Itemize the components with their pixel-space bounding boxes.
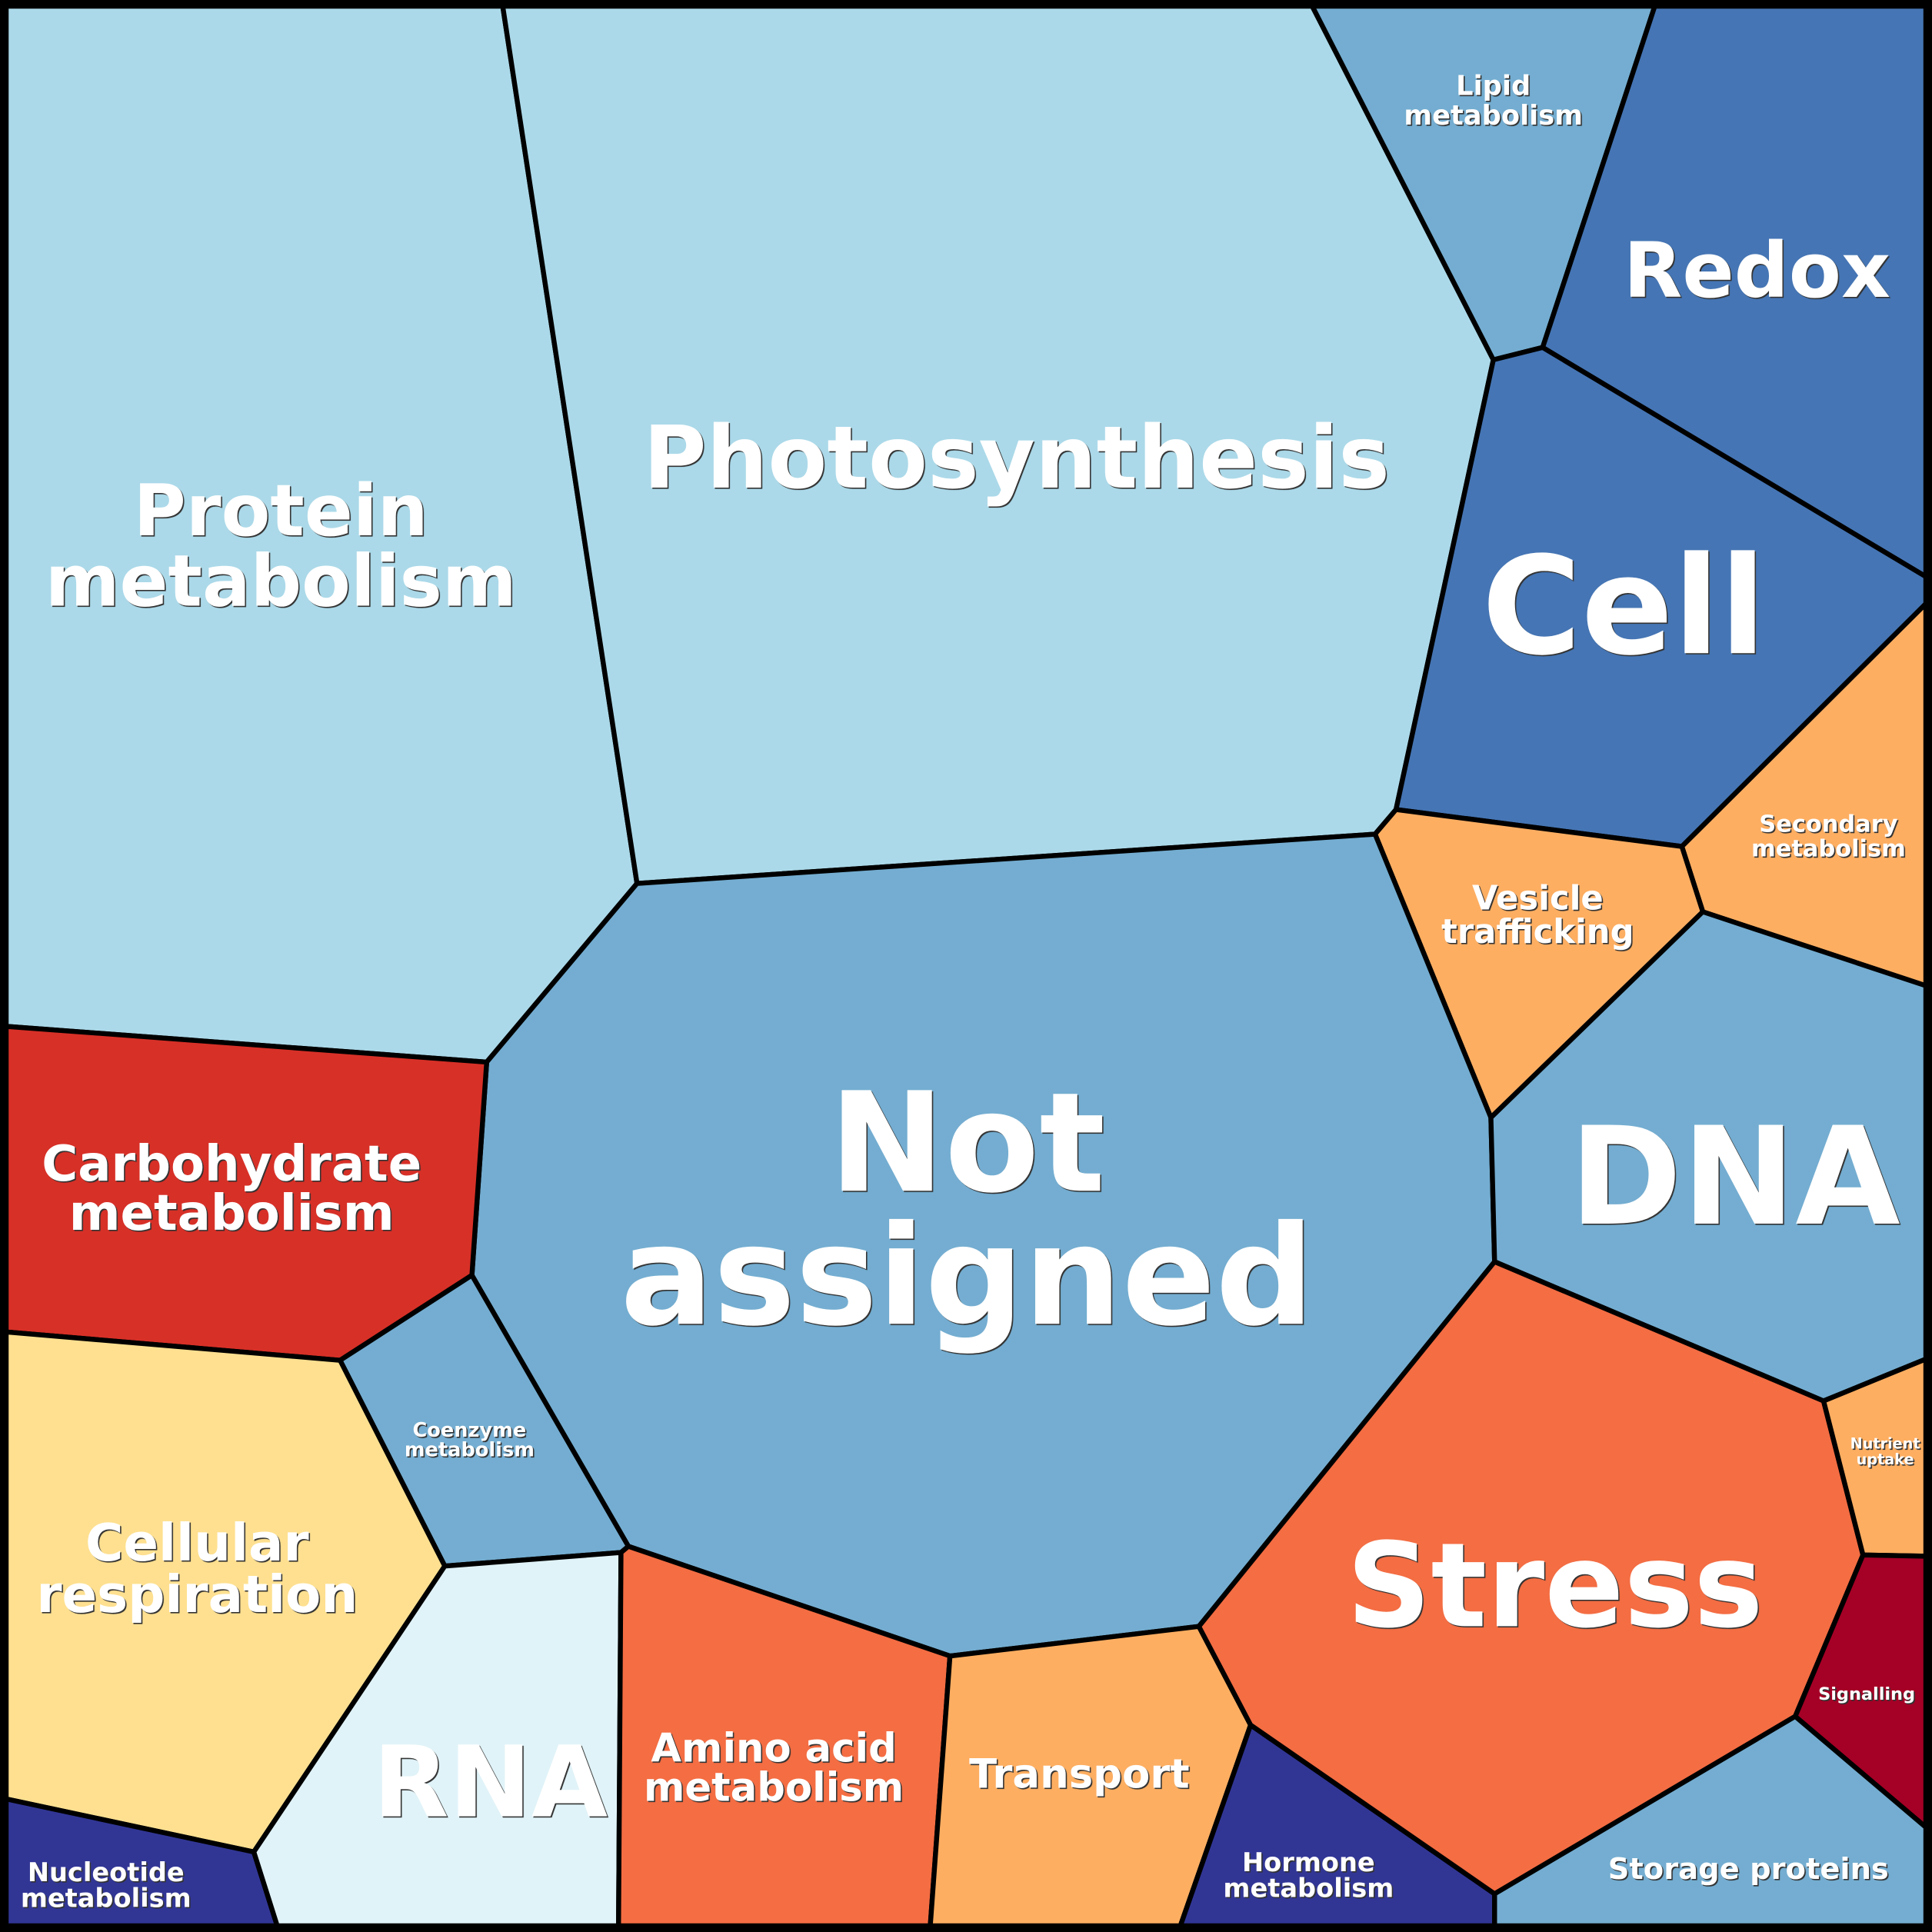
label-photosynthesis: Photosynthesis xyxy=(643,408,1390,508)
label-transport: Transport xyxy=(969,1750,1190,1797)
label-cellular-respiration: respiration xyxy=(36,1564,358,1624)
label-stress: Stress xyxy=(1347,1517,1764,1654)
label-redox: Redox xyxy=(1624,227,1890,315)
label-amino-acid-metabolism: metabolism xyxy=(644,1765,904,1811)
label-coenzyme-metabolism: Coenzyme xyxy=(413,1419,527,1442)
label-nutrient-uptake: uptake xyxy=(1857,1451,1914,1468)
label-cellular-respiration: Cellular xyxy=(85,1513,309,1573)
label-signalling: Signalling xyxy=(1818,1684,1915,1704)
label-lipid-metabolism: Lipid xyxy=(1456,71,1531,102)
label-carbohydrate-metabolism: metabolism xyxy=(69,1185,395,1242)
cells-layer xyxy=(3,3,1929,1929)
label-nucleotide-metabolism: Nucleotide xyxy=(28,1857,185,1887)
label-rna: RNA xyxy=(373,1726,608,1840)
label-lipid-metabolism: metabolism xyxy=(1404,100,1583,132)
label-storage-proteins: Storage proteins xyxy=(1608,1852,1889,1887)
label-nutrient-uptake: Nutrient xyxy=(1850,1434,1920,1452)
label-hormone-metabolism: metabolism xyxy=(1223,1874,1394,1904)
label-not-assigned: Not xyxy=(829,1063,1105,1224)
label-carbohydrate-metabolism: Carbohydrate xyxy=(42,1136,421,1193)
label-secondary-metabolism: Secondary xyxy=(1759,811,1897,838)
label-protein-metabolism: Protein xyxy=(134,469,428,552)
label-vesicle-trafficking: Vesicle xyxy=(1472,880,1604,918)
label-not-assigned: assigned xyxy=(620,1196,1314,1357)
label-hormone-metabolism: Hormone xyxy=(1242,1847,1375,1877)
label-amino-acid-metabolism: Amino acid xyxy=(651,1725,896,1771)
label-secondary-metabolism: metabolism xyxy=(1751,835,1906,862)
label-cell: Cell xyxy=(1482,527,1767,685)
label-coenzyme-metabolism: metabolism xyxy=(405,1439,535,1462)
label-protein-metabolism: metabolism xyxy=(45,539,517,622)
labels-layer: ProteinmetabolismPhotosynthesisLipidmeta… xyxy=(21,71,1920,1914)
label-nucleotide-metabolism: metabolism xyxy=(21,1883,192,1913)
label-vesicle-trafficking: trafficking xyxy=(1441,913,1634,951)
label-dna: DNA xyxy=(1570,1098,1900,1256)
